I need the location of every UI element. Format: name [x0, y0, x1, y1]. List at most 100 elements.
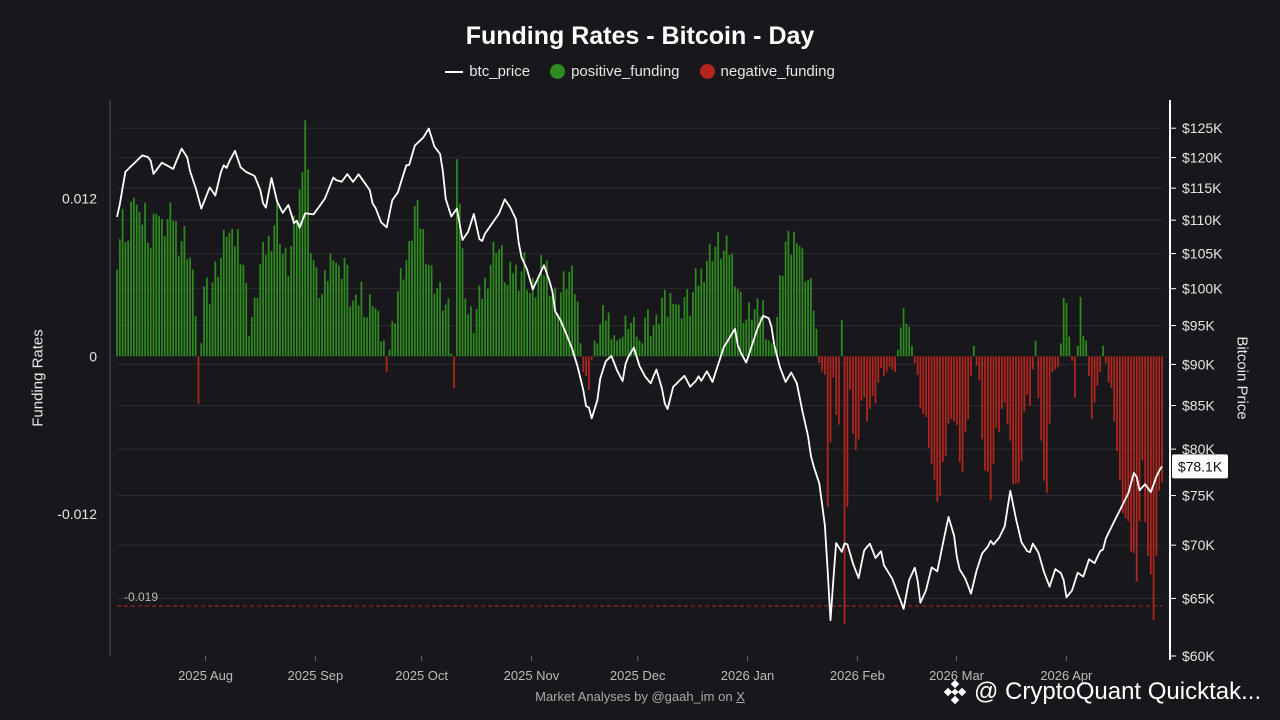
positive-funding-bar [680, 318, 683, 357]
positive-funding-bar [352, 300, 354, 357]
positive-funding-bar [399, 267, 402, 357]
positive-funding-bar [633, 316, 635, 357]
positive-funding-bar [798, 245, 801, 357]
positive-funding-bar [703, 282, 705, 357]
legend-line-icon [445, 70, 464, 73]
positive-funding-bar [736, 289, 739, 357]
positive-funding-bar [127, 240, 130, 357]
positive-funding-bar [812, 310, 815, 357]
positive-funding-bar [526, 290, 529, 357]
positive-funding-bar [324, 270, 326, 357]
positive-funding-bar [627, 328, 630, 357]
positive-funding-bar [537, 276, 540, 357]
positive-funding-bar [652, 325, 655, 357]
negative-funding-bar [854, 356, 857, 450]
negative-funding-bar [585, 356, 587, 377]
negative-funding-bar [1071, 356, 1073, 361]
legend-item-btc-price[interactable]: btc_price [445, 63, 530, 80]
negative-funding-bar [857, 356, 860, 440]
positive-funding-bar [220, 257, 222, 357]
x-tick-label: 2026 Mar [929, 668, 985, 683]
positive-funding-bar [388, 349, 391, 357]
negative-funding-bar [1088, 356, 1090, 377]
positive-funding-bar [329, 253, 332, 357]
positive-funding-bar [121, 208, 124, 357]
x-tick-label: 2025 Nov [504, 668, 560, 683]
positive-funding-bar [765, 339, 767, 357]
positive-funding-bar [315, 267, 318, 357]
positive-funding-bar [663, 289, 666, 357]
negative-funding-bar [1152, 356, 1155, 621]
positive-funding-bar [672, 303, 675, 357]
positive-funding-bar [1062, 297, 1065, 357]
positive-funding-bar [354, 294, 357, 357]
x-tick-label: 2026 Apr [1040, 668, 1093, 683]
positive-funding-bar [172, 220, 175, 357]
footer-x-link[interactable]: X [736, 689, 745, 704]
positive-funding-bar [1085, 340, 1088, 357]
negative-funding-bar [849, 356, 852, 390]
positive-funding-bar [343, 257, 346, 357]
positive-funding-bar [500, 245, 503, 357]
negative-funding-bar [1040, 356, 1043, 441]
positive-funding-bar [559, 292, 562, 357]
positive-funding-bar [534, 297, 537, 357]
positive-funding-bar [661, 297, 663, 357]
positive-funding-bar [155, 213, 158, 357]
positive-funding-bar [281, 253, 284, 357]
positive-funding-bar [599, 324, 602, 357]
positive-funding-bar [520, 271, 523, 357]
positive-funding-bar [411, 240, 413, 357]
positive-funding-bar [338, 265, 340, 357]
negative-funding-bar [1118, 356, 1121, 481]
x-tick-label: 2025 Aug [178, 668, 233, 683]
positive-funding-bar [214, 261, 217, 357]
negative-funding-bar [197, 356, 200, 404]
x-tick-label: 2026 Jan [721, 668, 775, 683]
negative-funding-bar [992, 356, 995, 465]
positive-funding-bar [748, 302, 750, 357]
watermark-text: @ CryptoQuant Quicktak... [974, 678, 1262, 705]
negative-funding-bar [835, 356, 838, 416]
negative-funding-bar [1135, 356, 1138, 582]
legend-label-negative-funding: negative_funding [720, 63, 835, 80]
negative-funding-bar [874, 356, 877, 404]
positive-funding-bar [456, 159, 458, 357]
positive-funding-bar [177, 256, 180, 357]
positive-funding-bar [301, 172, 304, 357]
x-tick-label: 2025 Dec [610, 668, 666, 683]
positive-funding-bar [1082, 336, 1085, 357]
negative-funding-bar [1026, 356, 1029, 395]
positive-funding-bar [624, 315, 627, 357]
positive-funding-bar [593, 340, 596, 357]
positive-funding-bar [175, 221, 177, 357]
positive-funding-bar [239, 264, 242, 357]
positive-funding-bar [461, 248, 464, 357]
positive-funding-bar [450, 353, 453, 357]
positive-funding-bar [779, 275, 781, 357]
positive-funding-bar [790, 254, 793, 357]
negative-funding-bar [939, 356, 941, 496]
right-tick-label: $75K [1182, 488, 1215, 504]
positive-funding-bar [677, 304, 680, 357]
positive-funding-bar [163, 236, 166, 357]
negative-funding-bar [1121, 356, 1124, 514]
negative-funding-bar [950, 356, 953, 419]
positive-funding-bar [391, 321, 394, 357]
positive-funding-bar [236, 229, 239, 357]
negative-funding-bar [970, 356, 972, 377]
positive-funding-bar [686, 289, 689, 357]
btc-price-line[interactable] [116, 127, 1163, 622]
positive-funding-bar [647, 309, 649, 357]
negative-funding-bar [832, 356, 835, 378]
positive-funding-bar [467, 314, 470, 357]
positive-funding-bar [795, 243, 798, 357]
right-tick-label: $115K [1182, 180, 1222, 196]
negative-funding-bar [989, 356, 992, 501]
legend-item-negative-funding[interactable]: negative_funding [699, 63, 835, 80]
legend-item-positive-funding[interactable]: positive_funding [550, 63, 680, 80]
negative-funding-bar [883, 356, 885, 377]
positive-funding-bar [1102, 345, 1104, 357]
negative-funding-bar [927, 356, 930, 448]
